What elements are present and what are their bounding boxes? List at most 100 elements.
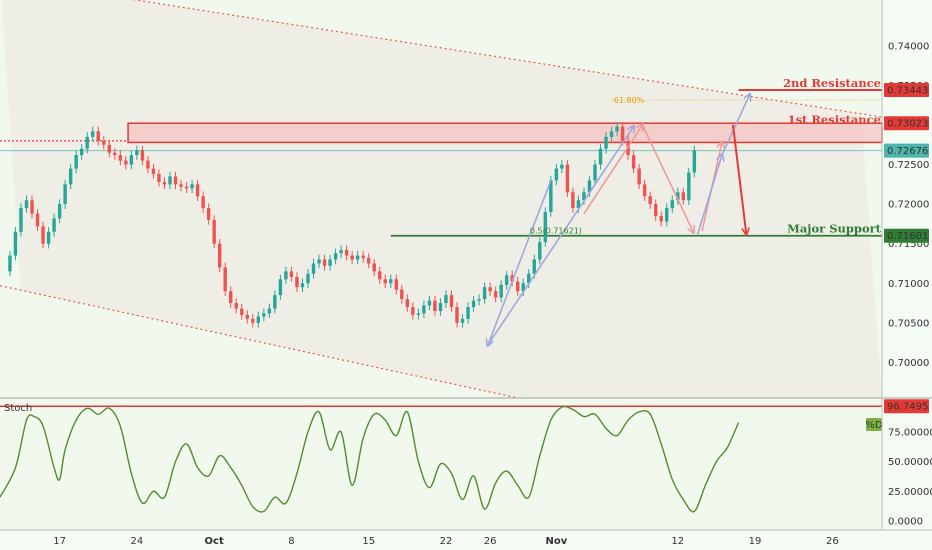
- candle: [168, 171, 172, 190]
- candle: [19, 203, 23, 237]
- price-tick-label: 0.74000: [888, 41, 929, 52]
- candle: [444, 290, 448, 308]
- candle: [516, 276, 520, 296]
- candle: [212, 215, 216, 249]
- candle: [328, 254, 332, 271]
- price-tick-label: 0.72500: [888, 160, 929, 171]
- candle: [151, 163, 156, 179]
- fib-label-lower: 0.5(0.71621): [530, 227, 582, 236]
- price-tick-label: 0.70000: [888, 358, 929, 369]
- candle: [648, 191, 652, 209]
- candle: [217, 238, 222, 273]
- candle: [228, 286, 233, 308]
- time-tick-label: Oct: [205, 536, 224, 547]
- candle: [223, 262, 227, 296]
- candle: [129, 150, 134, 170]
- arrow-up-blue: [487, 127, 634, 346]
- price-tick-label: 0.71000: [888, 279, 929, 290]
- candle: [245, 310, 249, 324]
- candle: [146, 155, 150, 174]
- time-tick-label: 26: [484, 536, 497, 547]
- price-tick-label: 0.72000: [888, 200, 929, 211]
- candle: [267, 303, 272, 319]
- channel-lower-line: [0, 285, 518, 399]
- time-axis-background: [0, 531, 932, 550]
- price-label-major-support: 0.71601: [884, 228, 929, 243]
- stoch-tick-label: 0.0000: [888, 516, 923, 527]
- candle: [543, 207, 548, 247]
- candle: [74, 150, 78, 174]
- arrow-down-dark-red: [731, 124, 746, 233]
- candle: [416, 308, 421, 320]
- candle: [361, 250, 365, 263]
- candle: [598, 144, 603, 170]
- candle: [653, 199, 658, 221]
- candle: [433, 295, 437, 316]
- candle: [85, 132, 89, 154]
- candle: [383, 274, 387, 289]
- candle: [63, 179, 67, 209]
- candle: [637, 163, 641, 190]
- candle: [394, 274, 399, 295]
- candle: [234, 298, 238, 314]
- candle: [162, 177, 167, 190]
- candle: [96, 126, 100, 146]
- price-tick-label: 0.70500: [888, 318, 929, 329]
- candle: [201, 191, 205, 213]
- first-resistance-label: 1st Resistance: [788, 113, 881, 127]
- candle: [609, 126, 614, 142]
- candle: [477, 294, 481, 306]
- candle: [471, 295, 476, 312]
- candle: [372, 258, 376, 277]
- candle: [631, 150, 636, 174]
- time-tick-label: 17: [53, 536, 66, 547]
- candle: [273, 290, 277, 314]
- first-resistance-zone: [127, 122, 883, 144]
- candle: [317, 254, 321, 269]
- stoch-d-label: %D: [865, 420, 883, 431]
- candle: [355, 250, 360, 265]
- candle: [52, 213, 56, 237]
- candle: [571, 187, 575, 213]
- candle: [284, 266, 288, 285]
- candle: [91, 126, 95, 142]
- candle: [195, 179, 200, 201]
- time-tick-label: 26: [826, 536, 839, 547]
- candle: [460, 314, 465, 328]
- arrow-down-red: [641, 124, 693, 232]
- candle: [30, 195, 34, 219]
- candle: [295, 272, 299, 292]
- candle: [488, 282, 492, 296]
- price-label-second-resistance: 0.73443: [884, 82, 929, 97]
- candle: [455, 302, 459, 328]
- candle: [24, 195, 29, 213]
- candle: [256, 311, 261, 328]
- time-tick-label: 12: [671, 536, 684, 547]
- time-tick-label: 22: [440, 536, 453, 547]
- candle: [350, 250, 354, 265]
- price-channel-fill: [1, 0, 882, 398]
- candle: [405, 294, 410, 312]
- time-axis[interactable]: 17 24 Oct 8 15 22 26 Nov 12 19 26: [53, 536, 838, 547]
- candle: [57, 199, 62, 224]
- candle: [642, 179, 647, 201]
- candle: [554, 163, 559, 186]
- arrow-up-red: [583, 125, 643, 215]
- major-support-label: Major Support: [787, 222, 882, 236]
- time-tick-label: Nov: [545, 536, 567, 547]
- candle: [79, 144, 84, 160]
- stoch-d-badge[interactable]: [866, 418, 882, 431]
- svg-text:0.72676: 0.72676: [887, 146, 928, 157]
- candle: [400, 284, 404, 304]
- candle: [306, 269, 310, 289]
- candle: [157, 169, 161, 187]
- candle: [278, 274, 283, 300]
- arrow-down-blue: [488, 180, 552, 345]
- candle: [389, 274, 393, 289]
- candle: [311, 258, 316, 279]
- stoch-axis: 75.00000 50.00000 25.00000 0.0000: [888, 428, 932, 528]
- candle: [46, 227, 51, 249]
- stoch-tick-label: 75.00000: [888, 428, 932, 439]
- stoch-title: Stoch: [4, 403, 32, 414]
